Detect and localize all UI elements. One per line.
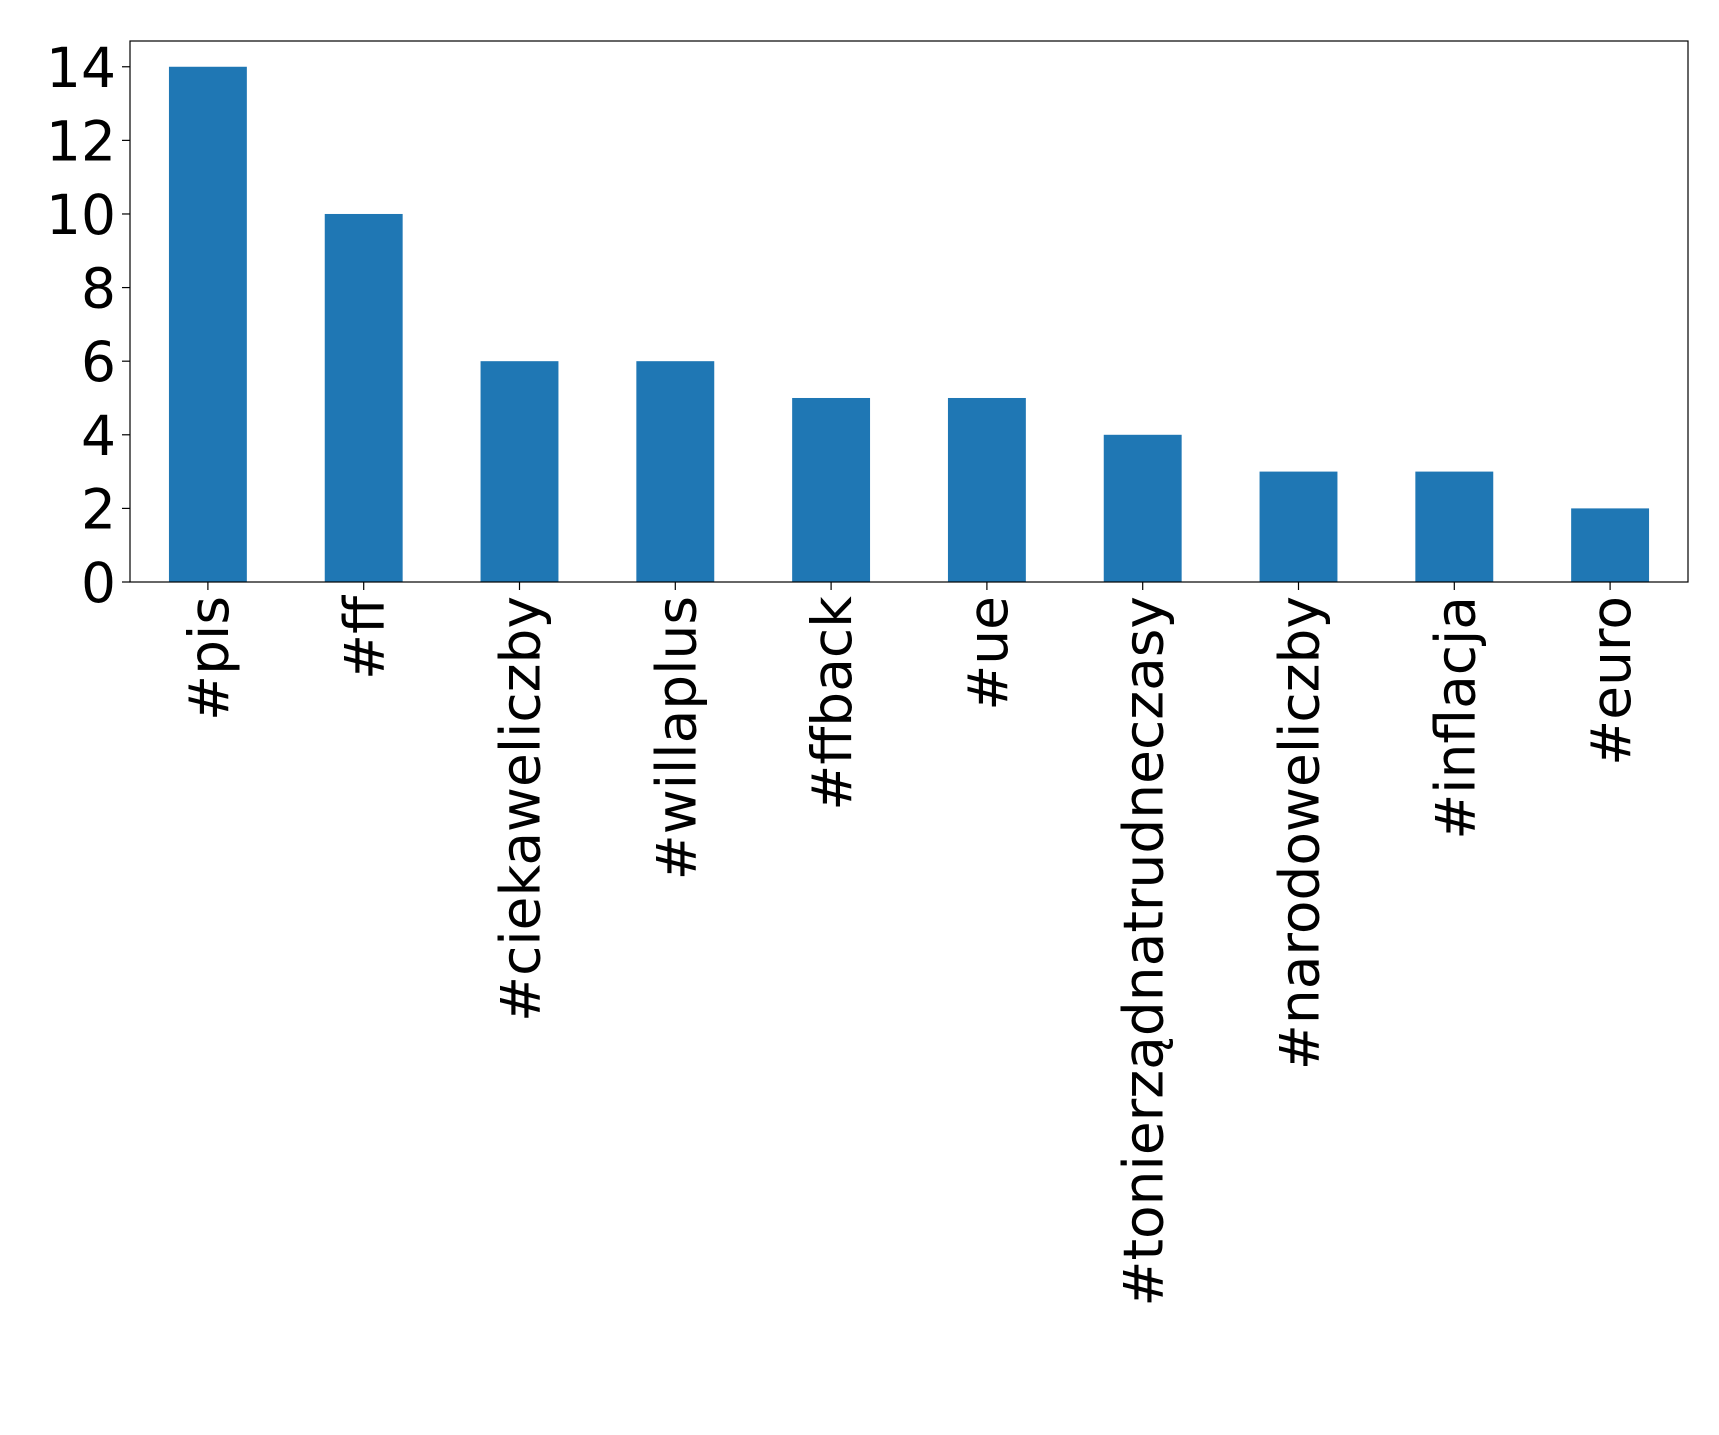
x-tick-label: #tonierządnatrudneczasy — [1112, 596, 1176, 1307]
x-tick-label: #pis — [177, 596, 241, 721]
x-tick-label: #narodoweliczby — [1268, 596, 1332, 1070]
y-tick-label: 2 — [81, 477, 116, 541]
bar — [1571, 508, 1650, 582]
y-tick-label: 8 — [81, 257, 116, 321]
bar — [168, 66, 247, 582]
y-tick-label: 10 — [46, 183, 116, 247]
x-tick-label: #ue — [956, 596, 1020, 711]
y-tick-label: 12 — [46, 109, 116, 173]
x-tick-label: #euro — [1579, 596, 1643, 766]
bar — [636, 361, 715, 582]
x-tick-label: #ff — [333, 595, 397, 680]
bar — [1259, 471, 1338, 582]
x-tick-label: #ffback — [800, 596, 864, 811]
y-tick-label: 6 — [81, 330, 116, 394]
x-tick-label: #inflacja — [1423, 596, 1487, 840]
bar — [480, 361, 559, 582]
x-tick-label: #willaplus — [644, 596, 708, 880]
bar — [792, 397, 871, 582]
bar — [1415, 471, 1494, 582]
x-tick-label: #ciekaweliczby — [489, 596, 553, 1022]
bar — [947, 397, 1026, 582]
y-tick-label: 14 — [46, 36, 116, 100]
plot-frame — [129, 40, 1689, 583]
bar — [324, 213, 403, 583]
y-tick-label: 4 — [81, 404, 116, 468]
y-tick-label: 0 — [81, 551, 116, 615]
bar — [1103, 434, 1182, 582]
